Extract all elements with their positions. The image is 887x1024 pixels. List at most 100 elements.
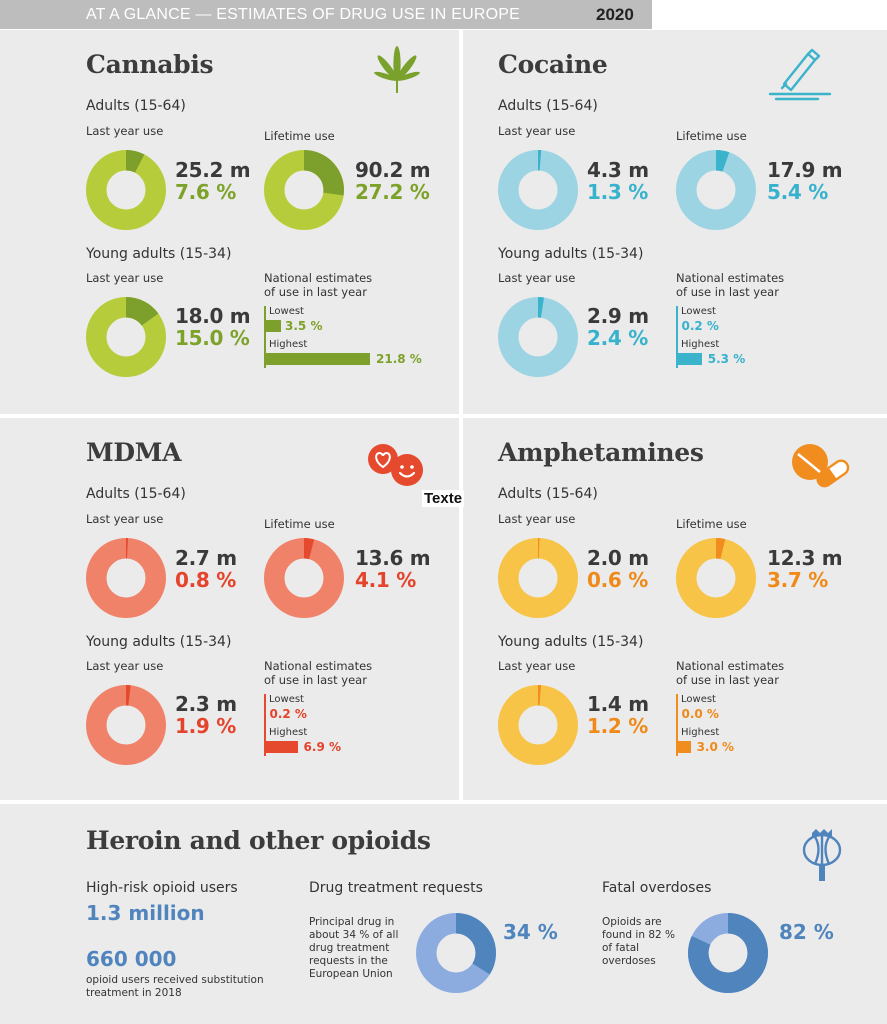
heart-smiley-pills-icon	[368, 444, 423, 486]
amphetamines-young-last-year-donut	[498, 685, 578, 765]
substitution-value: 660 000	[86, 947, 177, 971]
mdma-highest-bar	[264, 741, 298, 753]
amphetamines-young-last-year-percent: 1.2 %	[587, 714, 648, 738]
amphetamines-highest-value: 3.0 %	[696, 740, 735, 754]
amphetamines-adults-last-year-donut	[498, 538, 578, 618]
cannabis-highest-bar	[264, 353, 370, 365]
mdma-young-last-year-count: 2.3 m	[175, 692, 237, 716]
amphetamines-adults-last-year-percent: 0.6 %	[587, 568, 648, 592]
young-last-year-label: Last year use	[498, 271, 576, 285]
amphetamines-young-last-year-value-slice	[538, 685, 542, 706]
amphetamines-adults-last-year-count: 2.0 m	[587, 546, 649, 570]
cocaine-adults-last-year-donut	[498, 150, 578, 230]
cocaine-adults-lifetime-percent: 5.4 %	[767, 180, 828, 204]
national-label-1: National estimates	[676, 271, 785, 285]
mdma-adults-lifetime-count: 13.6 m	[355, 546, 431, 570]
header-title: AT A GLANCE — ESTIMATES OF DRUG USE IN E…	[86, 6, 520, 23]
overdoses-title: Fatal overdoses	[602, 880, 712, 896]
mdma-adults-lifetime-value-slice	[304, 538, 315, 560]
national-label-1: National estimates	[676, 659, 785, 673]
young-adults-heading: Young adults (15-34)	[498, 634, 644, 650]
cocaine-adults-last-year-value-slice	[538, 150, 542, 171]
young-last-year-label: Last year use	[86, 271, 164, 285]
cocaine-young-last-year-value-slice	[538, 297, 545, 318]
mdma-young-last-year-donut	[86, 685, 166, 765]
last-year-label: Last year use	[498, 512, 576, 526]
cannabis-adults-lifetime-value-slice	[304, 150, 344, 196]
highest-label: Highest	[681, 727, 720, 738]
national-label-2: of use in last year	[264, 285, 367, 299]
mdma-highest-value: 6.9 %	[303, 740, 342, 754]
cannabis-leaf-icon	[374, 46, 420, 93]
overdoses-percent: 82 %	[779, 920, 834, 944]
lowest-label: Lowest	[681, 306, 716, 317]
header-bar: AT A GLANCE — ESTIMATES OF DRUG USE IN E…	[0, 0, 652, 29]
poppy-icon	[802, 829, 842, 881]
amphetamines-highest-bar	[676, 741, 691, 753]
header-year: 2020	[596, 5, 634, 24]
cannabis-lowest-value: 3.5 %	[285, 319, 323, 333]
lowest-label: Lowest	[269, 694, 304, 705]
cannabis-adults-last-year-value-slice	[126, 150, 145, 173]
adults-heading: Adults (15-64)	[498, 98, 598, 114]
cocaine-straw-icon	[768, 48, 832, 101]
last-year-label: Last year use	[86, 124, 164, 138]
mdma-adults-last-year-donut	[86, 538, 166, 618]
treatment-title: Drug treatment requests	[309, 880, 483, 896]
young-adults-heading: Young adults (15-34)	[498, 246, 644, 262]
amphetamines-adults-lifetime-donut	[676, 538, 756, 618]
mdma-lowest-value: 0.2 %	[269, 707, 307, 721]
mdma-adults-last-year-count: 2.7 m	[175, 546, 237, 570]
cannabis-adults-lifetime-donut	[264, 150, 344, 230]
cocaine-highest-bar	[676, 353, 702, 365]
high-risk-label: High-risk opioid users	[86, 880, 238, 896]
cocaine-highest-value: 5.3 %	[707, 352, 746, 366]
cocaine-young-last-year-percent: 2.4 %	[587, 326, 648, 350]
mdma-young-last-year-percent: 1.9 %	[175, 714, 236, 738]
treatment-value-slice	[456, 913, 496, 975]
lifetime-label: Lifetime use	[264, 517, 335, 531]
substitution-text: opioid users received substitution treat…	[86, 974, 264, 999]
treatment-text: Principal drug in about 34 % of all drug…	[309, 916, 399, 980]
mdma-title: MDMA	[86, 438, 182, 467]
amphetamines-lowest-bar	[676, 708, 678, 720]
overdoses-value-slice	[688, 913, 768, 993]
cocaine-title: Cocaine	[498, 50, 608, 79]
lowest-label: Lowest	[681, 694, 716, 705]
amphetamines-national-axis	[676, 694, 678, 756]
national-label-2: of use in last year	[264, 673, 367, 687]
cannabis-adults-last-year-donut	[86, 150, 166, 230]
cocaine-adults-lifetime-value-slice	[716, 150, 730, 172]
mdma-national-axis	[264, 694, 266, 756]
high-risk-value: 1.3 million	[86, 901, 205, 925]
amphetamines-adults-lifetime-value-slice	[716, 538, 726, 560]
lowest-label: Lowest	[269, 306, 304, 317]
young-adults-heading: Young adults (15-34)	[86, 246, 232, 262]
mdma-adults-last-year-value-slice	[126, 538, 129, 559]
adults-heading: Adults (15-64)	[86, 486, 186, 502]
adults-heading: Adults (15-64)	[86, 98, 186, 114]
cannabis-lowest-bar	[264, 320, 282, 332]
cocaine-young-last-year-donut	[498, 297, 578, 377]
pills-icon	[792, 444, 850, 488]
cannabis-young-last-year-percent: 15.0 %	[175, 326, 250, 350]
cannabis-adults-lifetime-count: 90.2 m	[355, 158, 431, 182]
cannabis-young-last-year-value-slice	[126, 297, 159, 326]
cocaine-adults-lifetime-count: 17.9 m	[767, 158, 843, 182]
cocaine-adults-last-year-percent: 1.3 %	[587, 180, 648, 204]
stray-text-label: Texte	[422, 490, 465, 507]
mdma-young-last-year-value-slice	[126, 685, 131, 706]
lifetime-label: Lifetime use	[264, 129, 335, 143]
overdoses-donut	[688, 913, 768, 993]
cocaine-national-axis	[676, 306, 678, 368]
highest-label: Highest	[269, 727, 308, 738]
cocaine-adults-last-year-count: 4.3 m	[587, 158, 649, 182]
amphetamines-lowest-value: 0.0 %	[681, 707, 719, 721]
cannabis-adults-last-year-count: 25.2 m	[175, 158, 251, 182]
mdma-adults-last-year-percent: 0.8 %	[175, 568, 236, 592]
national-label-2: of use in last year	[676, 673, 779, 687]
cannabis-title: Cannabis	[86, 50, 214, 79]
cocaine-adults-lifetime-donut	[676, 150, 756, 230]
mdma-panel	[0, 418, 459, 800]
young-last-year-label: Last year use	[498, 659, 576, 673]
